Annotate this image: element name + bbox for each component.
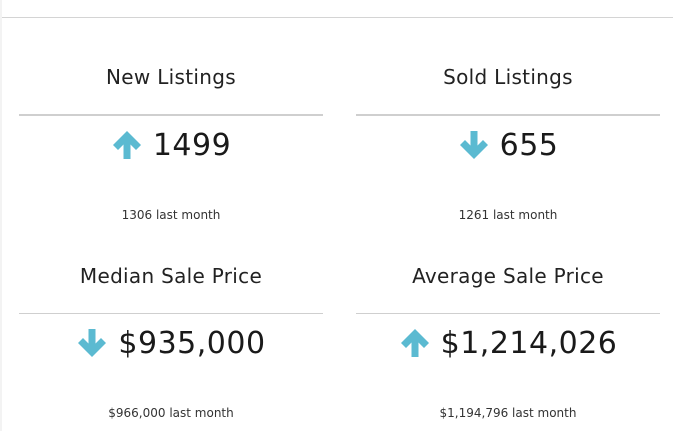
arrow-down-icon [78, 329, 107, 357]
stat-title: Sold Listings [443, 65, 573, 89]
stat-last-month: $1,194,796 last month [439, 406, 577, 420]
stat-last-month: 1261 last month [458, 208, 558, 222]
stat-card-sold-listings: Sold Listings 655 1261 last month [356, 57, 660, 222]
stat-value: $1,214,026 [440, 325, 618, 361]
stat-title: New Listings [106, 65, 236, 89]
stat-metric: 1499 [19, 116, 323, 174]
stat-metric: $935,000 [19, 314, 323, 372]
arrow-down-icon [459, 131, 488, 159]
arrow-up-icon [112, 131, 141, 159]
stat-divider [356, 313, 660, 314]
top-divider [2, 17, 673, 18]
stat-last-month: $966,000 last month [108, 406, 234, 420]
stat-value: 1499 [152, 127, 232, 163]
stat-metric: 655 [356, 116, 660, 174]
stat-card-new-listings: New Listings 1499 1306 last month [19, 57, 323, 222]
stat-last-month: 1306 last month [121, 208, 221, 222]
stat-divider [19, 114, 323, 116]
stat-value: 655 [499, 127, 559, 163]
stat-title: Median Sale Price [79, 264, 263, 288]
stat-divider [19, 313, 323, 314]
arrow-up-icon [400, 329, 429, 357]
stat-value: $935,000 [118, 325, 266, 361]
stat-card-median-sale-price: Median Sale Price $935,000 $966,000 last… [19, 256, 323, 420]
stat-card-average-sale-price: Average Sale Price $1,214,026 $1,194,796… [356, 256, 660, 420]
stat-title: Average Sale Price [412, 264, 604, 288]
stat-divider [356, 114, 660, 116]
stat-metric: $1,214,026 [356, 314, 660, 372]
